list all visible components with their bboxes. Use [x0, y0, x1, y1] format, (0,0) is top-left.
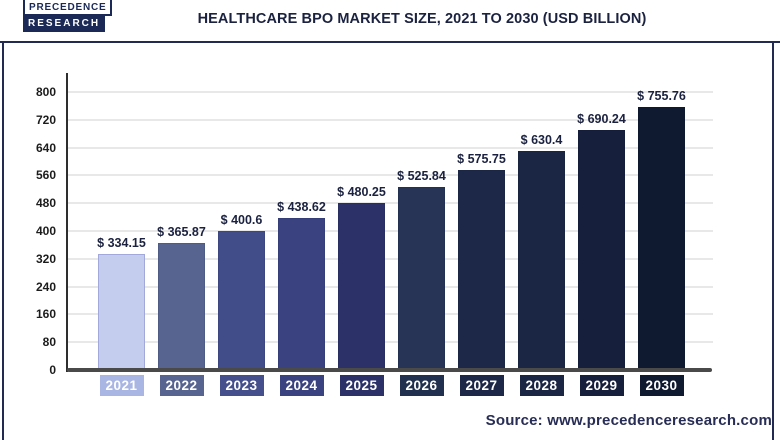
- year-badge-2029: 2029: [579, 375, 624, 396]
- bar-2030: [638, 107, 685, 370]
- x-axis-line: [67, 368, 712, 372]
- bar-column-2023: $ 400.6: [218, 213, 265, 370]
- bar-value-label-2028: $ 630.4: [520, 132, 563, 147]
- gridline-560: [67, 174, 713, 177]
- bar-2027: [458, 169, 505, 370]
- y-tick-label-0: 0: [49, 363, 56, 377]
- y-tick-label-560: 560: [35, 168, 56, 183]
- year-badge-slot-2028: 2028: [518, 375, 565, 396]
- bar-value-label-2030: $ 755.76: [637, 89, 686, 104]
- year-badge-slot-2029: 2029: [578, 375, 625, 396]
- header-divider-line: [0, 41, 780, 43]
- bar-value-label-2023: $ 400.6: [220, 212, 263, 227]
- logo-line2: RESEARCH: [23, 16, 106, 32]
- y-axis-tick-labels: 0 80 160 240 320 400 480 560 640 720 800: [8, 85, 60, 377]
- y-tick-label-640: 640: [35, 140, 56, 155]
- bar-column-2021: $ 334.15: [97, 235, 146, 370]
- y-tick-label-160: 160: [35, 307, 56, 322]
- bar-column-2026: $ 525.84: [397, 169, 446, 370]
- bar-value-label-2022: $ 365.87: [157, 224, 206, 239]
- gridline-480: [67, 202, 713, 205]
- bar-2024: [278, 217, 325, 370]
- precedence-research-logo: PRECEDENCE RESEARCH: [23, 0, 113, 32]
- gridline-320: [67, 257, 713, 260]
- gridline-80: [67, 341, 713, 344]
- bar-2021: [98, 253, 145, 370]
- year-badge-slot-2027: 2027: [458, 375, 505, 396]
- year-badge-2030: 2030: [639, 375, 684, 396]
- bar-value-label-2025: $ 480.25: [337, 185, 386, 200]
- y-axis-line: [66, 73, 68, 372]
- gridline-640: [67, 146, 713, 149]
- year-badge-2027: 2027: [459, 375, 504, 396]
- year-badge-2024: 2024: [279, 375, 324, 396]
- bar-2029: [578, 130, 625, 370]
- bar-2028: [518, 150, 565, 370]
- year-badge-slot-2023: 2023: [218, 375, 265, 396]
- bar-2025: [338, 203, 385, 370]
- y-tick-label-320: 320: [35, 251, 56, 266]
- year-badge-slot-2021: 2021: [98, 375, 145, 396]
- logo-line1: PRECEDENCE: [23, 0, 113, 16]
- chart-title: HEALTHCARE BPO MARKET SIZE, 2021 TO 2030…: [197, 11, 647, 27]
- bar-2022: [158, 242, 205, 370]
- source-text: Source: www.precedenceresearch.com: [485, 412, 772, 429]
- gridline-720: [67, 118, 713, 121]
- bar-value-label-2021: $ 334.15: [97, 235, 146, 250]
- year-badge-slot-2024: 2024: [278, 375, 325, 396]
- bar-column-2024: $ 438.62: [277, 199, 326, 370]
- bar-value-label-2027: $ 575.75: [457, 151, 506, 166]
- bar-column-2027: $ 575.75: [457, 151, 506, 370]
- year-badge-2023: 2023: [219, 375, 264, 396]
- bar-2023: [218, 230, 265, 370]
- bar-value-label-2029: $ 690.24: [577, 112, 626, 127]
- bars-layer: $ 334.15 $ 365.87 $ 400.6 $ 438.62 $ 480.25 $…: [67, 89, 715, 370]
- gridline-800: [67, 91, 713, 93]
- gridline-160: [67, 313, 713, 316]
- gridline-400: [67, 230, 713, 232]
- y-tick-label-400: 400: [35, 224, 56, 238]
- year-badge-slot-2030: 2030: [638, 375, 685, 396]
- bar-column-2029: $ 690.24: [577, 112, 626, 370]
- bar-value-label-2026: $ 525.84: [397, 169, 446, 184]
- bar-value-label-2024: $ 438.62: [277, 199, 326, 214]
- gridlines-layer: [67, 91, 715, 370]
- bar-column-2030: $ 755.76: [637, 89, 686, 370]
- y-tick-label-240: 240: [35, 279, 56, 294]
- left-frame-border: [2, 0, 4, 440]
- bar-column-2025: $ 480.25: [337, 185, 386, 370]
- year-badge-2028: 2028: [519, 375, 564, 396]
- y-tick-label-480: 480: [35, 196, 56, 211]
- bar-column-2028: $ 630.4: [518, 133, 565, 370]
- x-axis-year-badges: 2021 2022 2023 2024 2025 2026 2027 2028 2029 2030: [67, 375, 715, 396]
- year-badge-2025: 2025: [339, 375, 384, 396]
- bar-2026: [398, 187, 445, 370]
- year-badge-2021: 2021: [99, 375, 144, 396]
- header: PRECEDENCE RESEARCH HEALTHCARE BPO MARKE…: [0, 0, 780, 42]
- right-frame-border: [772, 0, 774, 440]
- year-badge-slot-2026: 2026: [398, 375, 445, 396]
- y-tick-label-80: 80: [42, 335, 56, 350]
- y-tick-label-800: 800: [35, 85, 56, 99]
- year-badge-slot-2025: 2025: [338, 375, 385, 396]
- gridline-240: [67, 285, 713, 288]
- year-badge-2022: 2022: [159, 375, 204, 396]
- year-badge-slot-2022: 2022: [158, 375, 205, 396]
- bar-column-2022: $ 365.87: [157, 224, 206, 370]
- year-badge-2026: 2026: [399, 375, 444, 396]
- y-tick-label-720: 720: [35, 112, 56, 127]
